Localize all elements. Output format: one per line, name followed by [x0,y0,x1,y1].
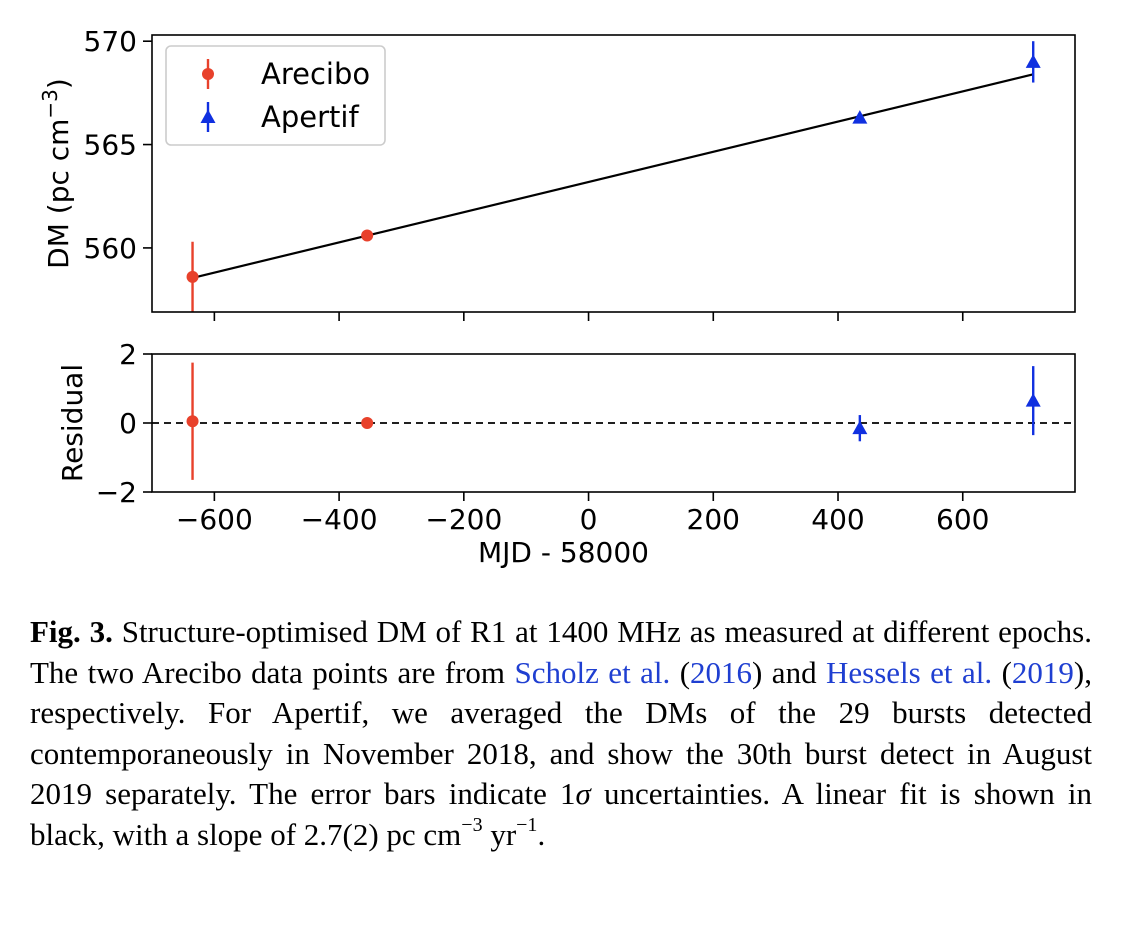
figure-label: Fig. 3. [30,614,113,649]
figure-caption: Fig. 3. Structure-optimised DM of R1 at … [30,614,1092,852]
x-tick-label: −600 [176,503,253,536]
mjd-axis-label: MJD - 58000 [478,536,649,569]
legend-label: Arecibo [261,57,370,91]
caption-text: Structure-optimised DM of R1 at 1400 MHz… [30,614,1092,690]
arecibo-point [186,270,199,283]
linear-fit-line [192,73,1034,279]
x-tick-label: −200 [425,503,502,536]
x-tick-label: 600 [936,503,989,536]
x-tick-label: 400 [811,503,864,536]
y-tick-label: 565 [84,129,137,162]
legend-label: Apertif [261,100,359,134]
y-tick-label: 0 [119,407,137,440]
y-tick-label: 2 [119,338,137,371]
residual-panel-frame [151,353,1076,493]
x-tick-label: −400 [301,503,378,536]
caption-text: yr [482,816,517,852]
apertif-point [1025,393,1041,407]
superscript: −1 [516,814,538,837]
legend-box [165,45,386,146]
residual-panel: −2 0 2 −600 −400 −200 0 200 400 600 Residual MJD … [56,338,1076,569]
legend-apertif-marker [200,109,216,123]
apertif-point [852,420,868,435]
sigma-symbol: σ [575,776,591,811]
arecibo-point [186,415,199,428]
legend: Arecibo Apertif [165,45,386,146]
caption-text: and [762,654,827,690]
apertif-point [852,110,868,124]
caption-text: . [537,816,546,852]
superscript: −3 [461,814,483,837]
dm-axis-label: DM (pc cm−3) [38,78,75,269]
x-tick-label: 0 [580,503,598,536]
x-tick-label: 200 [687,503,740,536]
apertif-point [1025,54,1041,68]
y-tick-label: 560 [84,232,137,265]
y-tick-label: 570 [84,25,137,58]
legend-arecibo-marker [202,68,214,80]
caption-text: , respectively. For Apertif, we averaged… [30,654,1092,812]
y-tick-label: −2 [96,476,137,509]
reference-link-hessels[interactable]: Hessels et al. [826,654,993,690]
residual-axis-label: Residual [56,364,89,482]
caption-text: uncertainties. A linear fit is shown in … [30,776,1092,852]
dm-axis-label-text: DM (pc cm [42,119,75,269]
dm-chart-figure: 560 565 570 DM (pc cm−3) Arecibo Apertif −2… [38,25,1076,569]
arecibo-point [361,229,374,242]
dm-axis-label-exponent: −3 [38,89,62,118]
reference-link-scholz[interactable]: Scholz et al. [514,654,671,690]
reference-year-scholz[interactable]: 2016 [690,654,753,690]
arecibo-point [361,417,374,429]
dm-panel-frame [151,34,1076,313]
dm-panel: 560 565 570 DM (pc cm−3) Arecibo Apertif [38,25,1076,321]
reference-year-hessels[interactable]: 2019 [1011,654,1074,690]
dm-axis-label-text: ) [42,78,75,89]
